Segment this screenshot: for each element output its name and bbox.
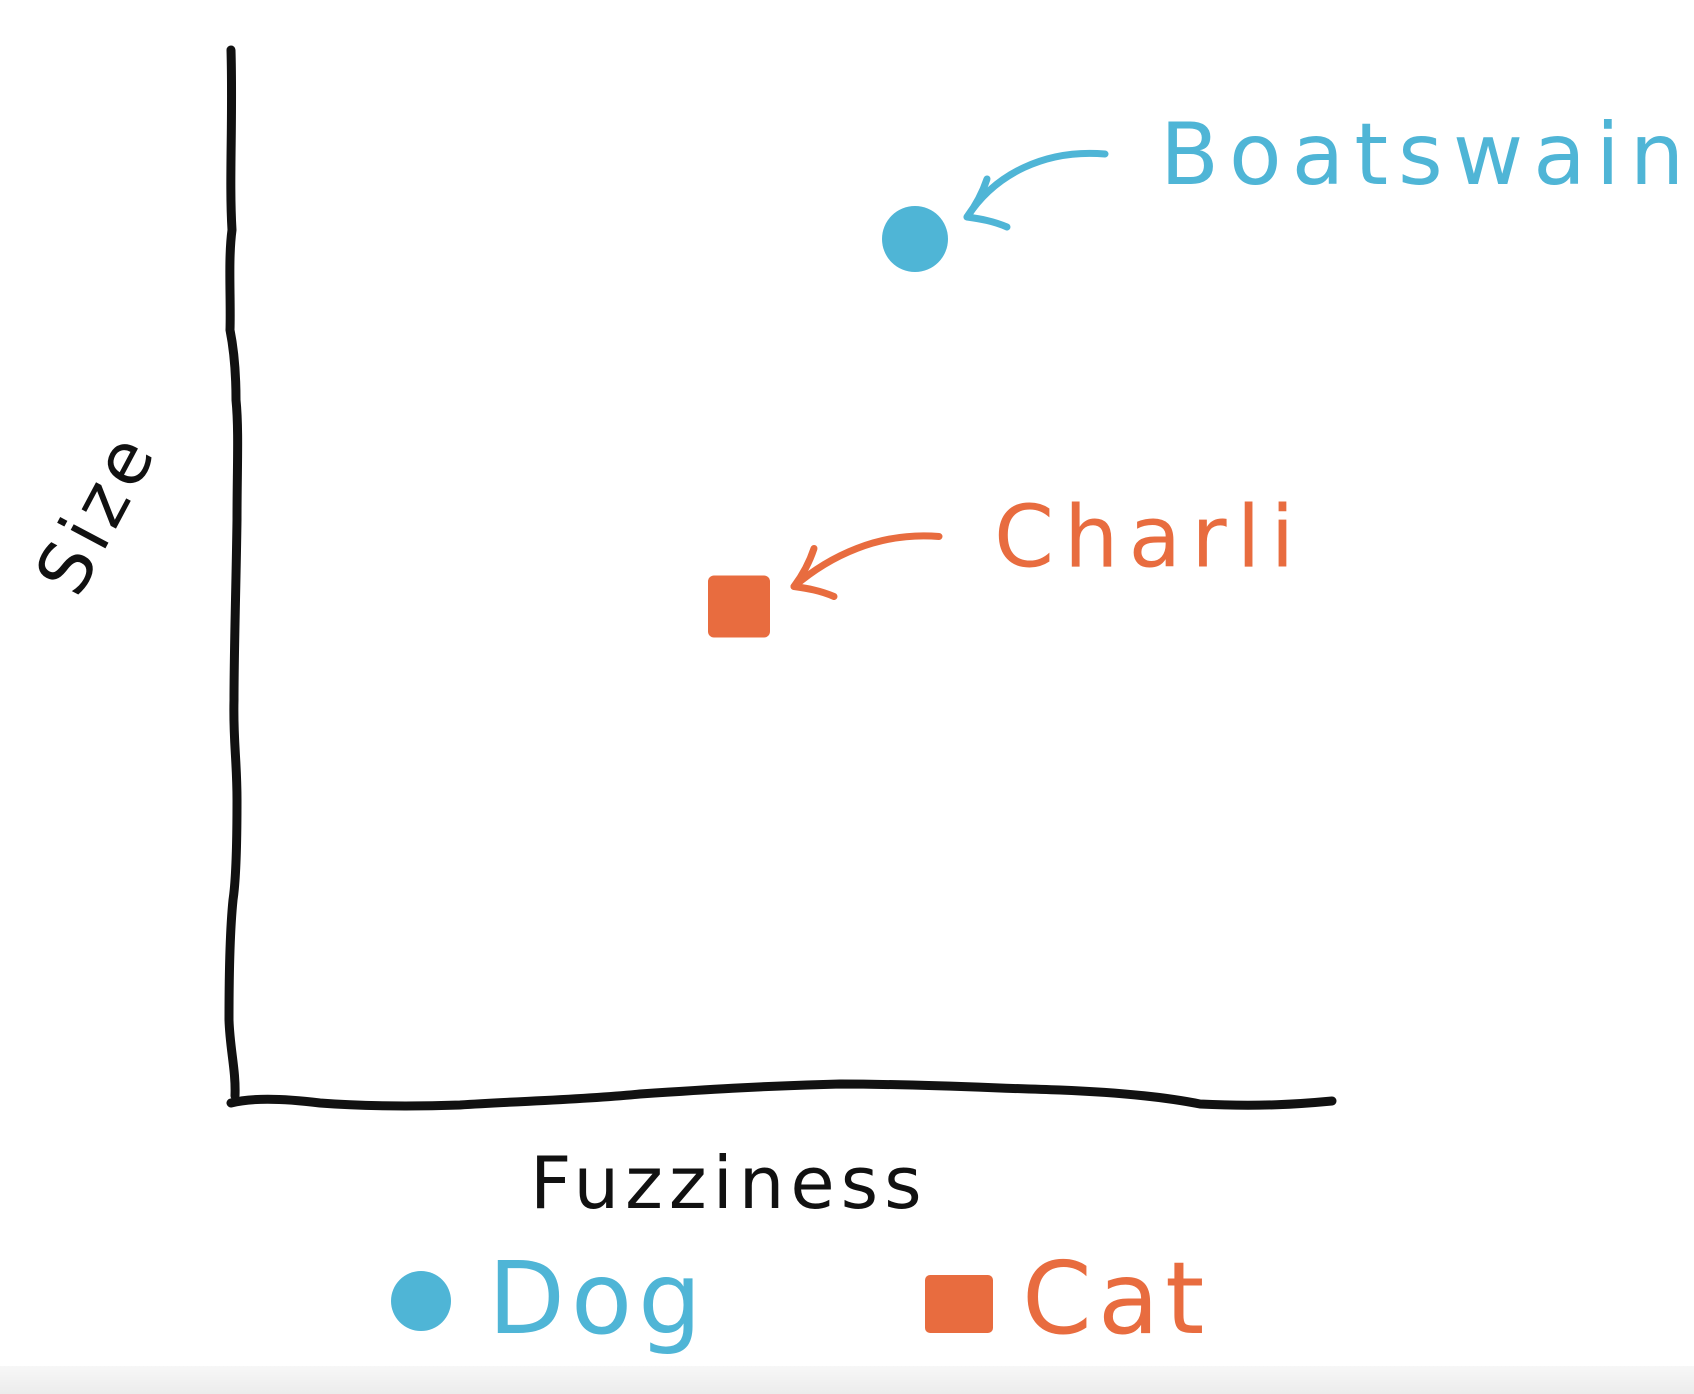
point-dog-boatswain — [882, 206, 948, 272]
y-axis-line — [224, 45, 243, 1101]
arrowhead-dog-boatswain — [963, 175, 1011, 231]
x-axis-line — [226, 1079, 1337, 1111]
arrow-cat-charli — [790, 532, 943, 590]
legend: Dog Cat — [391, 1240, 1210, 1357]
arrowhead-cat-charli — [790, 545, 838, 600]
point-cat-charli — [708, 575, 770, 638]
legend-dog-label: Dog — [488, 1240, 708, 1357]
y-axis-label: Size — [19, 417, 174, 608]
x-axis-label: Fuzziness — [530, 1141, 928, 1225]
point-label-cat-charli: Charli — [994, 488, 1304, 588]
legend-cat-label: Cat — [1022, 1240, 1210, 1357]
point-label-dog-boatswain: Boatswain — [1160, 105, 1694, 205]
legend-cat-marker — [925, 1275, 993, 1333]
legend-dog-marker — [391, 1271, 451, 1331]
bottom-bar — [0, 1366, 1694, 1394]
marks-layer: Boatswain Charli — [708, 105, 1694, 638]
